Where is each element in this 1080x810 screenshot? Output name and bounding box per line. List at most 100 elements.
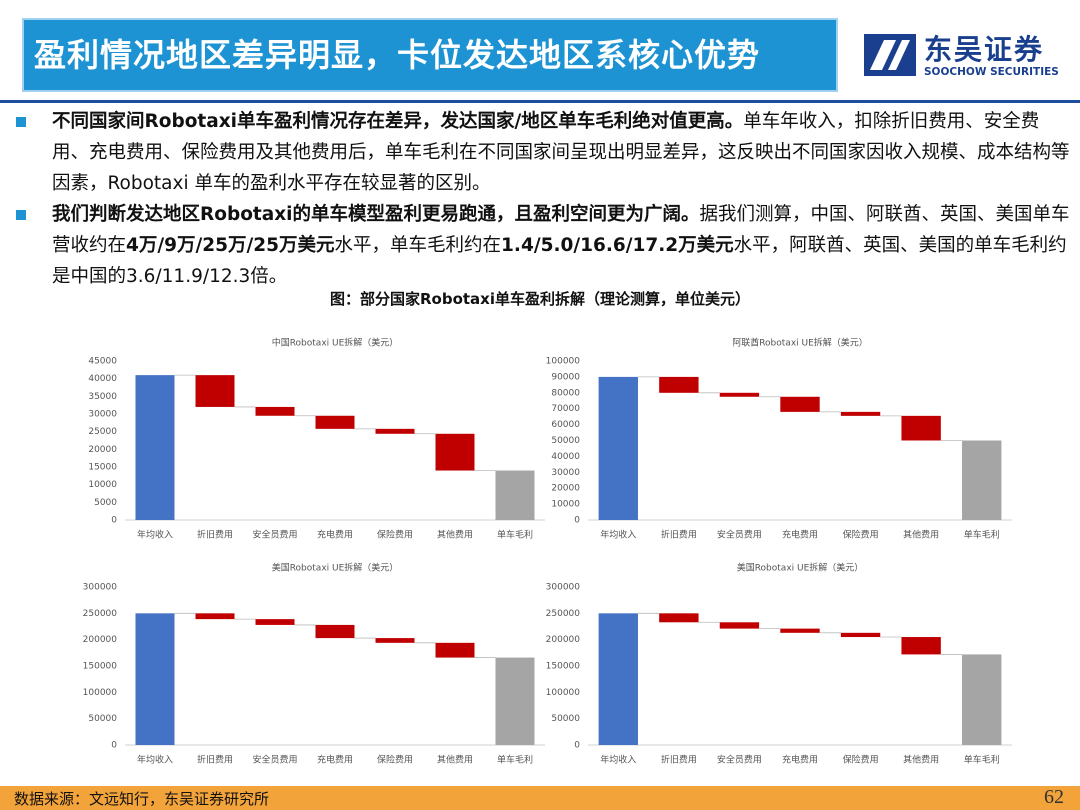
logo: 东吴证券 SOOCHOW SECURITIES (862, 30, 1062, 82)
y-tick-label: 10000 (551, 500, 580, 510)
bar (495, 657, 535, 745)
logo-icon (864, 34, 916, 76)
text-run: 4万/9万/25万/25万美元 (126, 235, 335, 256)
x-tick-label: 其他费用 (903, 754, 939, 766)
text-run: 水平，单车毛利约在 (334, 235, 502, 256)
y-tick-label: 70000 (551, 404, 580, 414)
y-tick-label: 250000 (546, 609, 581, 619)
bar (659, 613, 699, 623)
x-tick-label: 年均收入 (137, 754, 173, 766)
y-tick-label: 50000 (88, 714, 117, 724)
bar (435, 433, 475, 471)
bar (840, 411, 881, 416)
x-tick-label: 折旧费用 (661, 754, 697, 766)
header-rule (0, 100, 1080, 103)
text-run: 我们判断发达地区Robotaxi的单车模型盈利更易跑通，且盈利空间更为广阔。 (52, 204, 700, 225)
chart-title: 中国Robotaxi UE拆解（美元） (272, 337, 399, 349)
bar (195, 375, 235, 407)
y-tick-label: 45000 (88, 357, 117, 367)
y-tick-label: 200000 (83, 635, 118, 645)
y-tick-label: 20000 (551, 484, 580, 494)
bar (135, 613, 175, 745)
y-tick-label: 50000 (551, 714, 580, 724)
y-tick-label: 10000 (88, 480, 117, 490)
x-tick-label: 其他费用 (437, 754, 473, 766)
chart-title: 阿联酋Robotaxi UE拆解（美元） (732, 337, 868, 349)
bar (901, 415, 941, 441)
y-tick-label: 0 (574, 516, 580, 526)
y-tick-label: 100000 (83, 688, 118, 698)
bar (375, 428, 415, 434)
y-tick-label: 300000 (83, 583, 118, 593)
x-tick-label: 折旧费用 (197, 529, 233, 541)
y-tick-label: 60000 (551, 420, 580, 430)
x-tick-label: 年均收入 (600, 529, 636, 541)
bar (598, 376, 638, 520)
y-tick-label: 35000 (88, 392, 117, 402)
logo-name: 东吴证券 (924, 33, 1045, 66)
x-tick-label: 安全员费用 (717, 529, 762, 541)
source-note: 数据来源：文远知行，东吴证券研究所 (14, 790, 270, 808)
y-tick-label: 150000 (546, 662, 581, 672)
bullet: 我们判断发达地区Robotaxi的单车模型盈利更易跑通，且盈利空间更为广阔。据我… (14, 199, 1072, 292)
y-tick-label: 0 (111, 516, 117, 526)
x-tick-label: 其他费用 (903, 529, 939, 541)
x-tick-label: 保险费用 (843, 754, 879, 766)
y-tick-label: 20000 (88, 445, 117, 455)
y-tick-label: 100000 (546, 688, 581, 698)
x-tick-label: 安全员费用 (717, 754, 762, 766)
y-tick-label: 25000 (88, 427, 117, 437)
bar (719, 392, 760, 397)
x-tick-label: 年均收入 (600, 754, 636, 766)
x-tick-label: 充电费用 (317, 754, 353, 766)
x-tick-label: 充电费用 (782, 754, 818, 766)
figure-caption: 图：部分国家Robotaxi单车盈利拆解（理论测算，单位美元） (329, 290, 750, 308)
x-tick-label: 安全员费用 (252, 754, 297, 766)
text-run: 水平，阿联酋、英国、美国的单车毛利约是中国的3.6/11.9/12.3倍。 (52, 235, 1067, 287)
bar (435, 642, 475, 658)
bullet: 不同国家间Robotaxi单车盈利情况存在差异，发达国家/地区单车毛利绝对值更高… (14, 106, 1072, 199)
y-tick-label: 300000 (546, 583, 581, 593)
text-run: 单车年收入，扣除折旧费用、安全费用、充电费用、保险费用及其他费用后，单车毛利在不… (52, 111, 1070, 194)
bar (375, 638, 415, 643)
page-number: 62 (1044, 786, 1064, 808)
bar (255, 406, 295, 416)
y-tick-label: 200000 (546, 635, 581, 645)
bar (719, 622, 760, 629)
y-tick-label: 30000 (88, 410, 117, 420)
y-tick-label: 40000 (551, 452, 580, 462)
bar (255, 619, 295, 625)
x-tick-label: 单车毛利 (497, 529, 533, 541)
y-tick-label: 80000 (551, 388, 580, 398)
x-tick-label: 单车毛利 (964, 529, 1000, 541)
slide-title: 盈利情况地区差异明显，卡位发达地区系核心优势 (22, 18, 838, 92)
bar (901, 637, 941, 655)
x-tick-label: 保险费用 (377, 529, 413, 541)
logo-en: SOOCHOW SECURITIES (924, 66, 1059, 78)
bar (780, 628, 820, 633)
bar (962, 654, 1002, 745)
bar (780, 396, 820, 412)
chart-title: 美国Robotaxi UE拆解（美元） (737, 562, 864, 574)
bar (315, 415, 355, 429)
bar (598, 613, 638, 745)
x-tick-label: 充电费用 (317, 529, 353, 541)
x-tick-label: 安全员费用 (252, 529, 297, 541)
bar (962, 440, 1002, 520)
y-tick-label: 50000 (551, 436, 580, 446)
x-tick-label: 保险费用 (843, 529, 879, 541)
chart-title: 美国Robotaxi UE拆解（美元） (272, 562, 399, 574)
x-tick-label: 年均收入 (137, 529, 173, 541)
text-run: 不同国家间Robotaxi单车盈利情况存在差异，发达国家/地区单车毛利绝对值更高… (52, 111, 744, 132)
x-tick-label: 折旧费用 (661, 529, 697, 541)
bar (840, 632, 881, 638)
x-tick-label: 折旧费用 (197, 754, 233, 766)
bar (195, 613, 235, 620)
y-tick-label: 5000 (94, 498, 117, 508)
bar (315, 624, 355, 639)
y-tick-label: 40000 (88, 374, 117, 384)
x-tick-label: 其他费用 (437, 529, 473, 541)
x-tick-label: 充电费用 (782, 529, 818, 541)
y-tick-label: 30000 (551, 468, 580, 478)
